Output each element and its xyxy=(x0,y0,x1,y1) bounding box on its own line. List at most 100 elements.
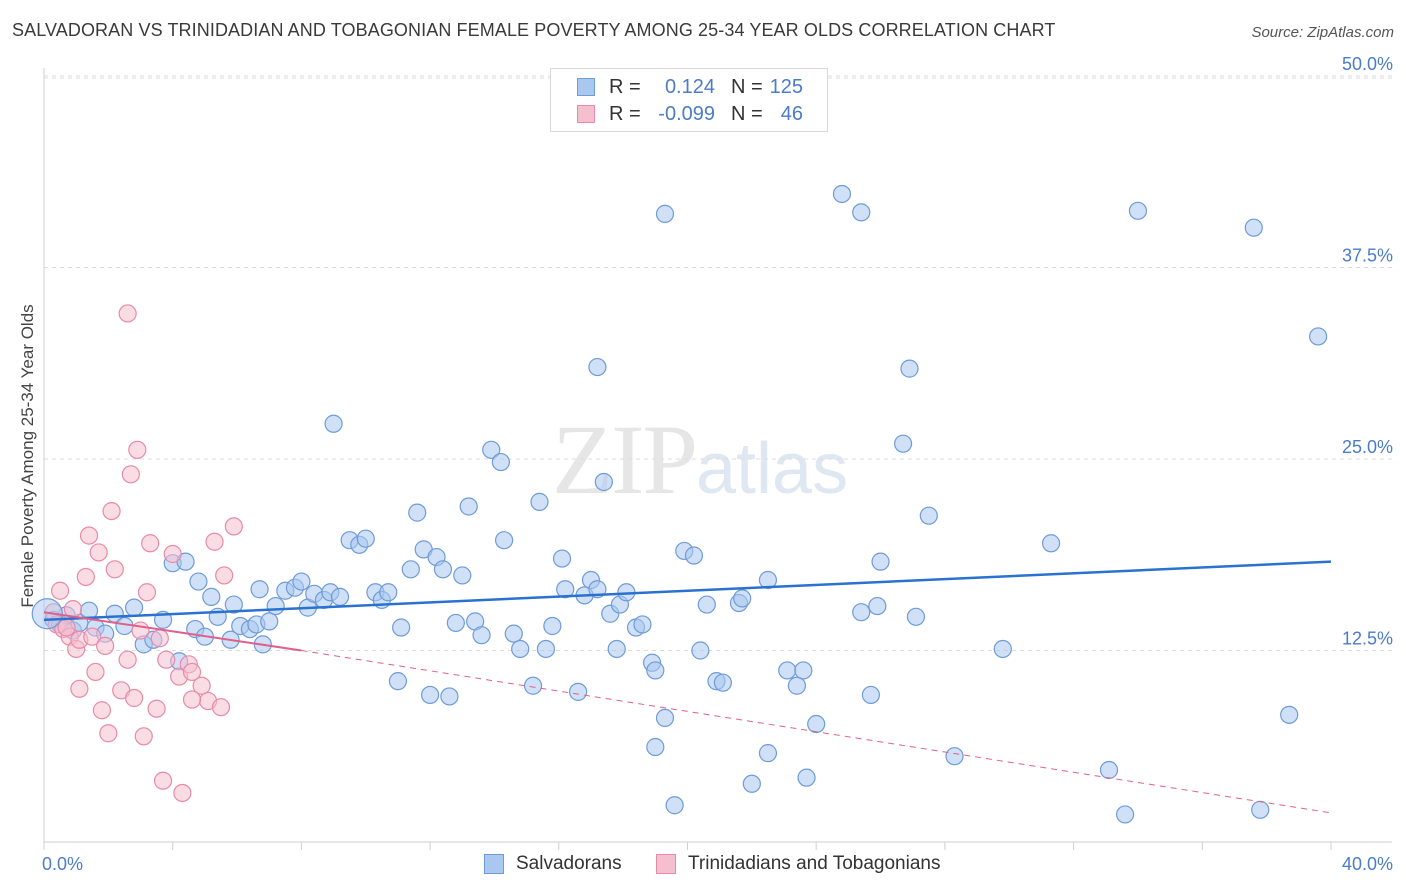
trinidadian-point xyxy=(131,621,150,640)
legend-row-trinidadians: R = -0.099 N = 46 xyxy=(551,101,827,127)
salvadoran-point xyxy=(530,492,549,511)
trinidadian-point xyxy=(205,532,224,551)
salvadoran-point xyxy=(684,546,704,565)
salvadoran-point xyxy=(324,414,343,433)
salvadoran-point xyxy=(440,687,459,706)
trinidadian-point xyxy=(76,567,95,587)
trinidadian-point xyxy=(137,583,157,602)
trinidadian-point xyxy=(105,560,124,579)
salvadoran-point xyxy=(1128,201,1148,220)
y-tick-label: 25.0% xyxy=(1342,437,1393,457)
n-label: N = xyxy=(731,76,763,98)
salvadoran-point xyxy=(646,661,665,680)
x-tick-label: 40.0% xyxy=(1342,854,1393,874)
trinidadian-point xyxy=(211,698,231,717)
salvadoran-point xyxy=(919,506,938,525)
salvadoran-trend-line xyxy=(43,560,1332,622)
salvadoran-point xyxy=(733,589,752,608)
salvadoran-point xyxy=(1041,534,1061,553)
trinidadian-point xyxy=(102,501,121,521)
salvadoran-cluster-point xyxy=(31,598,63,630)
salvadoran-point xyxy=(446,613,465,633)
trinidadian-trend-line xyxy=(43,611,302,652)
r-label: R = xyxy=(609,103,641,125)
salvadoran-point xyxy=(124,598,144,617)
trinidadian-point xyxy=(124,688,144,708)
salvadoran-point xyxy=(691,641,710,660)
salvadoran-point xyxy=(408,503,427,522)
r-value: 0.124 xyxy=(664,76,715,98)
legend-label: Trinidadians and Tobagonians xyxy=(688,853,941,874)
salvadoran-point xyxy=(697,595,716,614)
salvadoran-point xyxy=(356,529,375,548)
salvadoran-point xyxy=(552,549,572,568)
trinidadian-point xyxy=(153,771,173,790)
salvadoran-point xyxy=(250,580,269,599)
salvadoran-point xyxy=(556,580,575,599)
trinidadian-point xyxy=(192,676,211,695)
legend-swatch-blue xyxy=(484,854,504,874)
salvadoran-point xyxy=(665,796,684,815)
trinidadian-point xyxy=(99,724,118,743)
salvadoran-point xyxy=(871,552,890,571)
salvadoran-point xyxy=(655,708,675,728)
salvadoran-point xyxy=(758,570,778,590)
salvadoran-point xyxy=(1280,705,1299,724)
trinidadian-point xyxy=(173,783,192,803)
trinidadian-point xyxy=(118,650,137,669)
salvadoran-point xyxy=(569,682,588,701)
salvadoran-point xyxy=(588,357,607,377)
trinidadian-point xyxy=(86,662,105,682)
trinidadian-point xyxy=(121,465,140,484)
trinidadian-point xyxy=(50,581,70,600)
salvadoran-point xyxy=(993,639,1012,659)
trinidadian-point xyxy=(118,304,137,323)
salvadoran-point xyxy=(758,744,778,763)
correlation-legend: R = 0.124 N = 125 R = -0.099 N = 46 xyxy=(550,68,828,132)
y-tick-label: 37.5% xyxy=(1342,246,1393,266)
r-value: -0.099 xyxy=(658,103,715,125)
salvadoran-point xyxy=(607,639,626,659)
salvadoran-point xyxy=(189,572,208,591)
salvadoran-point xyxy=(459,497,478,516)
salvadoran-point xyxy=(794,661,813,680)
salvadoran-point xyxy=(1251,800,1270,819)
salvadoran-point xyxy=(742,774,761,793)
salvadoran-point xyxy=(504,624,523,643)
salvadoran-point xyxy=(482,440,501,459)
salvadoran-point xyxy=(511,639,530,659)
watermark-zip: ZIP xyxy=(552,404,698,515)
legend-swatch-pink xyxy=(656,854,676,874)
salvadoran-point xyxy=(260,612,279,631)
salvadoran-point xyxy=(868,596,887,616)
salvadoran-point xyxy=(832,184,852,204)
salvadoran-point xyxy=(224,595,243,614)
trinidadian-point xyxy=(141,534,160,553)
salvadoran-point xyxy=(523,676,543,695)
n-label: N = xyxy=(731,103,763,125)
salvadoran-point xyxy=(453,566,472,585)
salvadoran-point xyxy=(388,672,408,691)
trinidadian-point xyxy=(128,440,147,459)
salvadoran-point xyxy=(1099,760,1119,780)
n-value: 46 xyxy=(780,103,803,125)
trinidadian-point xyxy=(70,679,89,698)
salvadoran-point xyxy=(392,618,411,637)
legend-label: Salvadorans xyxy=(516,853,622,874)
trinidadian-point xyxy=(83,627,102,646)
salvadoran-point xyxy=(491,452,510,472)
salvadoran-point xyxy=(401,560,420,579)
trinidadian-point xyxy=(182,690,202,709)
salvadoran-point xyxy=(292,572,311,591)
y-tick-label: 12.5% xyxy=(1342,629,1393,649)
salvadoran-point xyxy=(713,673,732,692)
salvadoran-point xyxy=(495,531,514,550)
watermark-atlas: atlas xyxy=(696,429,849,509)
salvadoran-point xyxy=(893,434,913,453)
salvadoran-point xyxy=(807,714,826,734)
trinidadian-point xyxy=(147,699,166,718)
salvadoran-point xyxy=(633,615,652,634)
trinidadian-point xyxy=(163,544,182,564)
salvadoran-point xyxy=(330,587,350,606)
salvadoran-point xyxy=(945,747,964,766)
